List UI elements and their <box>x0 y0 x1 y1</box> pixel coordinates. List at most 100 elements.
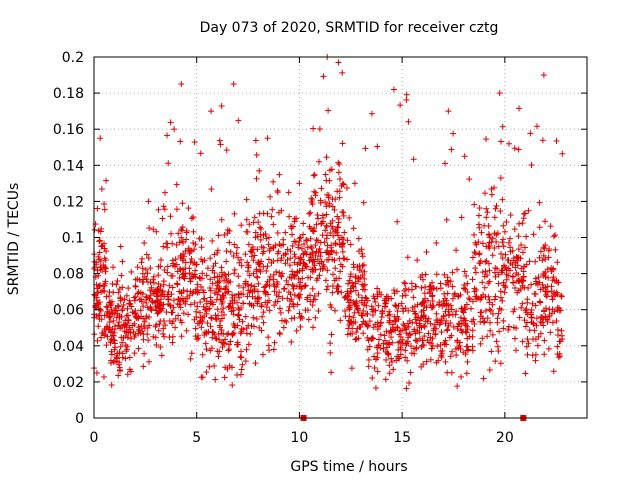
data-point <box>276 330 283 337</box>
data-point <box>193 261 200 268</box>
data-point <box>194 281 201 288</box>
data-point <box>316 126 323 133</box>
data-point <box>323 177 330 184</box>
data-point <box>511 306 518 313</box>
data-point <box>489 235 496 242</box>
data-point <box>344 256 351 263</box>
data-point <box>481 284 488 291</box>
data-point <box>159 305 166 312</box>
data-point <box>462 351 469 358</box>
data-point <box>524 299 531 306</box>
data-point <box>103 293 110 300</box>
data-point <box>144 324 151 331</box>
data-point <box>235 273 242 280</box>
data-point <box>500 263 507 270</box>
data-point <box>300 220 307 227</box>
data-point <box>152 334 159 341</box>
data-point <box>96 316 103 323</box>
data-point <box>360 307 367 314</box>
data-point <box>210 263 217 270</box>
data-point <box>100 373 107 380</box>
data-point <box>519 220 526 227</box>
data-point <box>288 338 295 345</box>
data-point <box>139 290 146 297</box>
data-point <box>310 125 317 132</box>
data-point <box>312 252 319 259</box>
data-point <box>397 102 404 109</box>
data-point <box>140 336 147 343</box>
data-point <box>138 298 145 305</box>
data-point <box>123 292 130 299</box>
data-point <box>224 365 231 372</box>
data-point <box>218 273 225 280</box>
data-point <box>336 194 343 201</box>
data-point <box>415 314 422 321</box>
data-point <box>350 261 357 268</box>
data-point <box>243 228 250 235</box>
data-point <box>454 266 461 273</box>
data-point <box>312 242 319 249</box>
data-point <box>117 243 124 250</box>
data-point <box>337 317 344 324</box>
data-point <box>118 314 125 321</box>
data-point <box>523 306 530 313</box>
data-point <box>324 267 331 274</box>
data-point <box>329 271 336 278</box>
data-point <box>411 350 418 357</box>
data-point <box>472 239 479 246</box>
data-point <box>347 241 354 248</box>
data-point <box>291 215 298 222</box>
data-point <box>116 349 123 356</box>
data-point <box>260 232 267 239</box>
data-point <box>224 226 231 233</box>
data-point <box>236 316 243 323</box>
data-point <box>142 296 149 303</box>
data-point <box>153 341 160 348</box>
data-point <box>552 246 559 253</box>
data-point <box>264 291 271 298</box>
data-point <box>370 324 377 331</box>
data-point <box>146 225 153 232</box>
data-point <box>398 300 405 307</box>
data-point <box>121 328 128 335</box>
data-point <box>320 73 327 80</box>
data-point <box>132 293 139 300</box>
data-point <box>496 328 503 335</box>
data-point <box>340 212 347 219</box>
data-point <box>214 291 221 298</box>
data-point <box>163 309 170 316</box>
data-point <box>274 189 281 196</box>
data-point <box>263 235 270 242</box>
data-point <box>187 248 194 255</box>
data-point <box>146 358 153 365</box>
data-point <box>355 335 362 342</box>
data-point <box>349 325 356 332</box>
data-point <box>322 227 329 234</box>
data-point <box>135 345 142 352</box>
data-point <box>554 326 561 333</box>
data-point <box>274 229 281 236</box>
data-point <box>433 239 440 246</box>
data-point <box>270 243 277 250</box>
data-point <box>369 334 376 341</box>
data-point <box>350 225 357 232</box>
data-point <box>522 323 529 330</box>
data-point <box>213 335 220 342</box>
data-point <box>457 373 464 380</box>
data-point <box>532 357 539 364</box>
data-point <box>309 285 316 292</box>
data-point <box>108 298 115 305</box>
data-point <box>124 371 131 378</box>
data-point <box>217 141 224 148</box>
data-point <box>339 208 346 215</box>
data-point <box>164 132 171 139</box>
data-point <box>260 319 267 326</box>
data-point <box>264 210 271 217</box>
data-point <box>495 310 502 317</box>
data-point <box>98 225 105 232</box>
data-point <box>445 281 452 288</box>
data-point <box>458 305 465 312</box>
data-point <box>390 287 397 294</box>
data-point <box>297 279 304 286</box>
data-point <box>442 358 449 365</box>
